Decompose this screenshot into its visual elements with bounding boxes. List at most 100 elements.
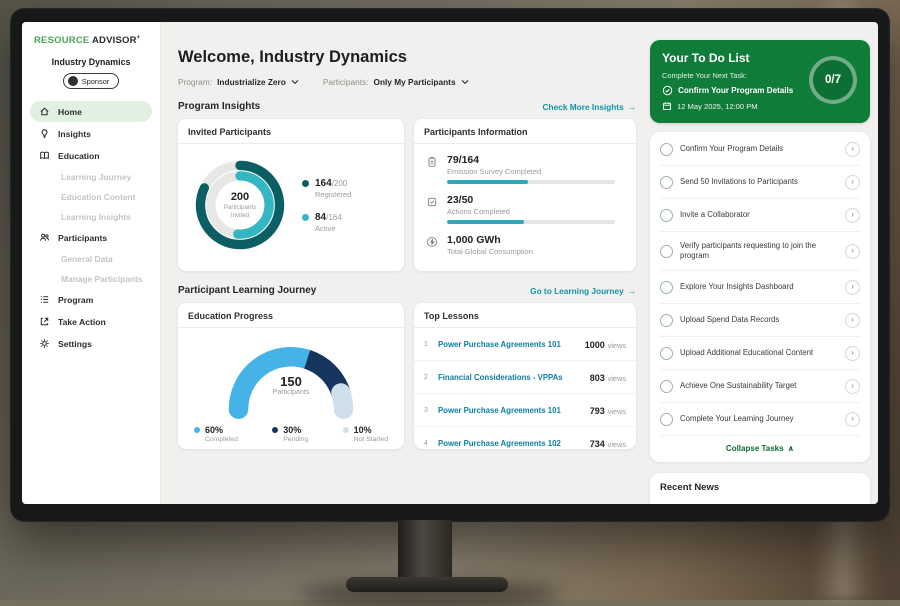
invited-participants-title: Invited Participants [178,119,404,144]
collapse-tasks-link[interactable]: Collapse Tasks ∧ [725,444,795,454]
chevron-right-icon[interactable]: › [845,174,860,190]
lesson-link[interactable]: Power Purchase Agreements 102 [438,438,561,448]
chevron-right-icon[interactable]: › [845,279,860,295]
legend-dot-not-started [342,427,349,433]
task-item[interactable]: Invite a Collaborator › [660,199,860,232]
check-more-insights-link[interactable]: Check More Insights → [542,101,636,112]
program-filter-label: Program: [178,77,213,87]
stat-actions-completed: 23/50 Actions Completed [426,189,624,229]
sidebar-nav: Home Insights Education Learning Journey… [22,101,160,354]
recent-news-title: Recent News [660,482,720,494]
education-progress-card: Education Progress 150 Participants [178,303,404,449]
chevron-right-icon[interactable]: › [845,345,860,361]
task-item[interactable]: Confirm Your Program Details › [660,133,860,166]
task-checkbox[interactable] [660,412,673,426]
task-item[interactable]: Upload Additional Educational Content › [660,337,860,371]
donut-center-value: 200 [230,190,250,203]
sidebar-item-learning-insights[interactable]: Learning Insights [61,212,131,223]
lesson-rank: 4 [424,439,428,447]
donut-center-caption: Participants Invited [223,203,257,219]
legend-dot-pending [272,427,279,433]
chevron-right-icon[interactable]: › [845,312,860,328]
task-checkbox[interactable] [660,175,673,189]
sponsor-badge-label: Sponsor [81,76,110,86]
program-filter-dropdown[interactable]: Program: Industrialize Zero [178,77,299,87]
participants-filter-dropdown[interactable]: Participants: Only My Participants [323,77,469,87]
sidebar-item-label: Home [58,106,82,117]
todo-due-date: 12 May 2025, 12:00 PM [662,101,858,111]
arrow-right-icon: → [627,101,636,112]
chevron-up-icon: ∧ [787,444,795,454]
sidebar-item-label: Participants [58,232,108,243]
task-item[interactable]: Achieve One Sustainability Target › [660,370,860,404]
sidebar-item-label: Education [58,150,100,161]
sponsor-icon [67,76,78,87]
chevron-right-icon[interactable]: › [845,378,860,394]
section-title-program-insights: Program Insights [178,101,261,112]
gauge-center-caption: Participants [272,389,310,396]
task-checkbox[interactable] [660,280,673,294]
sidebar-item-participants[interactable]: Participants [30,227,152,248]
task-label: Invite a Collaborator [680,209,750,219]
participants-information-card: Participants Information 79/164 Emission… [414,119,636,271]
app-logo: RESOURCE ADVISOR+ [22,22,160,46]
chevron-down-icon [461,80,468,85]
task-label: Confirm Your Program Details [680,143,784,153]
lesson-rank: 2 [424,373,428,381]
monitor-bezel: RESOURCE ADVISOR+ Industry Dynamics Spon… [10,8,890,522]
task-item[interactable]: Complete Your Learning Journey › [660,403,860,437]
sidebar-item-insights[interactable]: Insights [30,123,152,144]
section-title-learning-journey: Participant Learning Journey [178,285,317,296]
sidebar-item-education-content[interactable]: Education Content [61,192,136,203]
brand-plus: + [136,35,141,41]
legend-item-pending: 30% Pending [272,425,308,443]
donut-legend: 164/200 Registered 84/164 Active [302,178,351,233]
lesson-views: 734 views [589,439,626,449]
lesson-link[interactable]: Power Purchase Agreements 101 [438,405,561,415]
task-item[interactable]: Send 50 Invitations to Participants › [660,166,860,199]
check-circle-icon [662,85,673,96]
task-checkbox[interactable] [660,142,673,156]
chevron-right-icon[interactable]: › [845,207,860,223]
lesson-views: 803 views [589,373,626,383]
task-checkbox[interactable] [660,346,673,360]
participants-information-title: Participants Information [414,119,636,144]
todo-subtitle: Complete Your Next Task: [662,71,747,80]
sidebar-item-home[interactable]: Home [30,101,152,123]
participants-filter-label: Participants: [322,77,369,87]
sidebar-item-settings[interactable]: Settings [30,333,152,354]
sidebar-item-program[interactable]: Program [30,289,152,310]
task-label: Upload Additional Educational Content [680,347,814,357]
chevron-right-icon[interactable]: › [845,141,860,157]
task-item[interactable]: Explore Your Insights Dashboard › [660,271,860,305]
todo-next-task[interactable]: Confirm Your Program Details [662,85,802,96]
task-label: Complete Your Learning Journey [680,413,794,423]
chevron-right-icon[interactable]: › [845,243,860,259]
participants-icon [40,233,50,241]
sidebar-item-label: Take Action [58,316,106,327]
sidebar-item-take-action[interactable]: Take Action [30,311,152,332]
sidebar-item-education[interactable]: Education [30,145,152,166]
task-item[interactable]: Verify participants requesting to join t… [660,232,860,272]
task-checkbox[interactable] [660,313,673,327]
sidebar: RESOURCE ADVISOR+ Industry Dynamics Spon… [22,22,161,504]
sidebar-item-general-data[interactable]: General Data [61,254,113,265]
task-checkbox[interactable] [660,244,673,258]
sidebar-item-label: Program [58,294,94,305]
lesson-row: 1 Power Purchase Agreements 101 1000 view… [414,328,636,361]
lesson-link[interactable]: Financial Considerations - VPPAs [438,372,563,382]
go-to-learning-journey-link[interactable]: Go to Learning Journey → [530,285,636,296]
sidebar-item-manage-participants[interactable]: Manage Participants [61,274,143,285]
learning-journey-cards: Education Progress 150 Participants [178,303,636,449]
task-checkbox[interactable] [660,379,673,393]
monitor-stand-neck [398,520,452,582]
lesson-link[interactable]: Power Purchase Agreements 101 [438,339,561,349]
program-icon [40,296,49,303]
sidebar-item-learning-journey[interactable]: Learning Journey [61,172,132,183]
top-lessons-title: Top Lessons [414,303,636,328]
task-item[interactable]: Upload Spend Data Records › [660,304,860,338]
chevron-right-icon[interactable]: › [845,411,860,427]
task-checkbox[interactable] [660,208,673,222]
stat-emission-survey: 79/164 Emission Survey Completed [426,149,624,189]
learning-journey-header: Participant Learning Journey Go to Learn… [178,285,636,296]
